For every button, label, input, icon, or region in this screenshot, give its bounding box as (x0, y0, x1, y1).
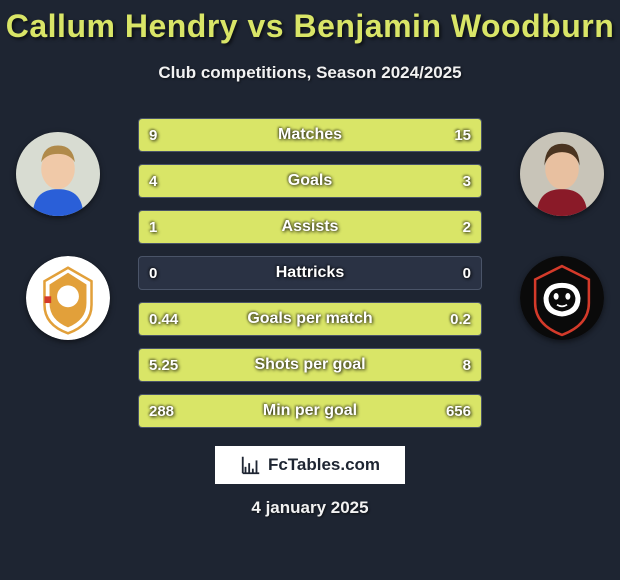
stat-row: 0.440.2Goals per match (138, 302, 482, 336)
player2-club-logo (520, 256, 604, 340)
player1-club-logo (26, 256, 110, 340)
chart-icon (240, 454, 262, 476)
stat-label: Matches (139, 119, 481, 151)
player2-avatar (520, 132, 604, 216)
stat-label: Shots per goal (139, 349, 481, 381)
stat-row: 12Assists (138, 210, 482, 244)
stat-row: 288656Min per goal (138, 394, 482, 428)
subtitle: Club competitions, Season 2024/2025 (0, 63, 620, 83)
stat-row: 915Matches (138, 118, 482, 152)
stat-label: Goals (139, 165, 481, 197)
stat-row: 43Goals (138, 164, 482, 198)
site-badge[interactable]: FcTables.com (215, 446, 405, 484)
stat-label: Assists (139, 211, 481, 243)
player1-avatar (16, 132, 100, 216)
date-label: 4 january 2025 (0, 498, 620, 518)
stat-row: 00Hattricks (138, 256, 482, 290)
site-brand-label: FcTables.com (268, 455, 380, 475)
page-title: Callum Hendry vs Benjamin Woodburn (0, 0, 620, 45)
stat-label: Goals per match (139, 303, 481, 335)
stat-label: Min per goal (139, 395, 481, 427)
stat-label: Hattricks (139, 257, 481, 289)
stat-row: 5.258Shots per goal (138, 348, 482, 382)
stats-container: 915Matches 43Goals 12Assists 00Hattricks 0.4… (138, 118, 482, 440)
